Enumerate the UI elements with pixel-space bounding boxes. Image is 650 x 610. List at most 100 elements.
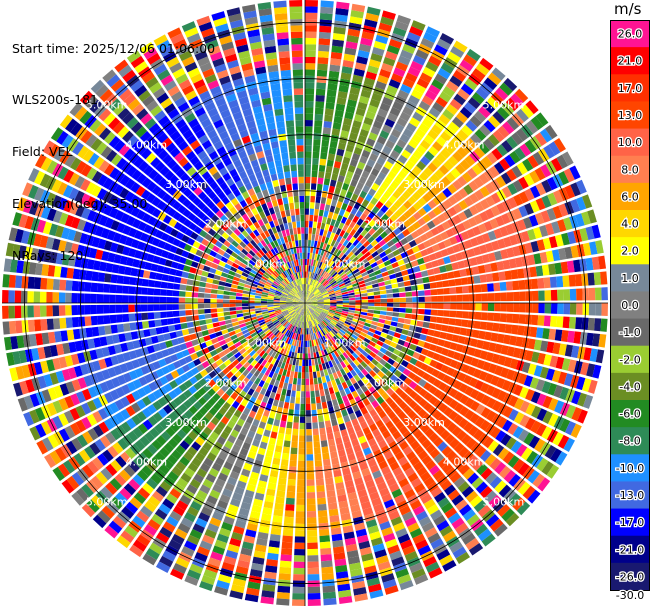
velocity-gate bbox=[312, 365, 316, 372]
velocity-gate bbox=[339, 285, 347, 290]
velocity-gate bbox=[248, 516, 260, 526]
velocity-gate bbox=[130, 182, 141, 193]
velocity-gate bbox=[319, 314, 326, 319]
velocity-gate bbox=[548, 263, 556, 275]
velocity-gate bbox=[280, 296, 287, 300]
velocity-gate bbox=[333, 326, 340, 333]
velocity-gate bbox=[391, 261, 399, 269]
velocity-gate bbox=[432, 206, 442, 216]
velocity-gate bbox=[109, 402, 120, 414]
velocity-gate bbox=[350, 465, 360, 474]
velocity-gate bbox=[569, 165, 581, 180]
velocity-gate bbox=[477, 264, 486, 274]
velocity-gate bbox=[548, 141, 561, 156]
velocity-gate bbox=[252, 556, 265, 565]
velocity-gate bbox=[482, 361, 492, 372]
velocity-gate bbox=[518, 205, 529, 218]
velocity-gate bbox=[305, 303, 311, 306]
velocity-gate bbox=[178, 241, 187, 250]
velocity-gate bbox=[468, 425, 479, 437]
velocity-gate bbox=[220, 355, 229, 363]
velocity-gate bbox=[281, 334, 287, 342]
velocity-gate bbox=[204, 293, 211, 299]
velocity-gate bbox=[343, 256, 350, 263]
velocity-gate bbox=[474, 380, 484, 391]
velocity-gate bbox=[329, 205, 336, 213]
velocity-gate bbox=[279, 394, 286, 402]
velocity-gate bbox=[507, 196, 518, 209]
velocity-gate bbox=[147, 415, 158, 427]
velocity-gate bbox=[359, 462, 369, 471]
velocity-gate bbox=[324, 317, 331, 323]
velocity-gate bbox=[122, 372, 132, 383]
velocity-gate bbox=[286, 323, 292, 330]
velocity-gate bbox=[345, 379, 353, 387]
velocity-gate bbox=[230, 584, 245, 594]
velocity-gate bbox=[479, 274, 487, 283]
velocity-gate bbox=[393, 266, 401, 273]
velocity-gate bbox=[265, 269, 272, 276]
velocity-gate bbox=[366, 354, 374, 362]
velocity-gate bbox=[354, 409, 363, 418]
velocity-gate bbox=[168, 390, 178, 400]
velocity-gate bbox=[189, 267, 197, 274]
velocity-gate bbox=[307, 321, 309, 329]
velocity-gate bbox=[328, 502, 338, 510]
velocity-gate bbox=[257, 393, 264, 402]
velocity-gate bbox=[320, 262, 325, 270]
velocity-gate bbox=[340, 253, 347, 261]
velocity-gate bbox=[348, 297, 356, 301]
velocity-gate bbox=[234, 328, 242, 334]
velocity-gate bbox=[261, 359, 268, 367]
velocity-gate bbox=[384, 118, 396, 128]
velocity-gate bbox=[190, 261, 199, 268]
velocity-gate bbox=[332, 399, 339, 407]
velocity-gate bbox=[315, 274, 320, 281]
velocity-gate bbox=[270, 316, 277, 321]
velocity-gate bbox=[495, 215, 505, 227]
velocity-gate bbox=[120, 408, 131, 420]
velocity-gate bbox=[372, 287, 380, 292]
velocity-gate bbox=[160, 431, 172, 442]
velocity-gate bbox=[139, 232, 149, 242]
velocity-gate bbox=[392, 361, 401, 369]
velocity-gate bbox=[456, 146, 468, 158]
velocity-gate bbox=[319, 277, 325, 284]
velocity-gate bbox=[267, 397, 274, 406]
velocity-gate bbox=[8, 274, 16, 288]
velocity-gate bbox=[339, 376, 346, 384]
velocity-gate bbox=[400, 539, 413, 550]
velocity-gate bbox=[134, 367, 144, 378]
velocity-gate bbox=[327, 211, 334, 219]
velocity-gate bbox=[362, 184, 371, 194]
velocity-gate bbox=[117, 265, 126, 275]
velocity-gate bbox=[283, 328, 288, 335]
velocity-gate bbox=[325, 251, 331, 258]
velocity-gate bbox=[239, 323, 247, 328]
velocity-gate bbox=[309, 293, 314, 299]
velocity-gate bbox=[447, 206, 458, 217]
velocity-gate bbox=[435, 345, 444, 354]
velocity-gate bbox=[177, 336, 185, 344]
velocity-gate bbox=[61, 134, 74, 149]
velocity-gate bbox=[436, 309, 444, 317]
velocity-gate bbox=[294, 403, 300, 411]
velocity-gate bbox=[410, 499, 422, 511]
velocity-gate bbox=[448, 410, 459, 421]
velocity-gate bbox=[189, 563, 204, 575]
velocity-gate bbox=[310, 272, 313, 279]
velocity-gate bbox=[120, 396, 131, 408]
velocity-gate bbox=[109, 304, 116, 314]
velocity-gate bbox=[423, 392, 433, 402]
velocity-gate bbox=[110, 274, 118, 284]
velocity-gate bbox=[47, 264, 56, 277]
velocity-gate bbox=[428, 146, 439, 157]
velocity-gate bbox=[162, 521, 176, 533]
velocity-gate bbox=[513, 303, 520, 313]
velocity-gate bbox=[404, 467, 416, 477]
velocity-gate bbox=[344, 280, 351, 285]
velocity-gate bbox=[231, 359, 240, 367]
velocity-gate bbox=[311, 303, 318, 305]
velocity-gate bbox=[167, 454, 178, 465]
velocity-gate bbox=[443, 395, 454, 406]
